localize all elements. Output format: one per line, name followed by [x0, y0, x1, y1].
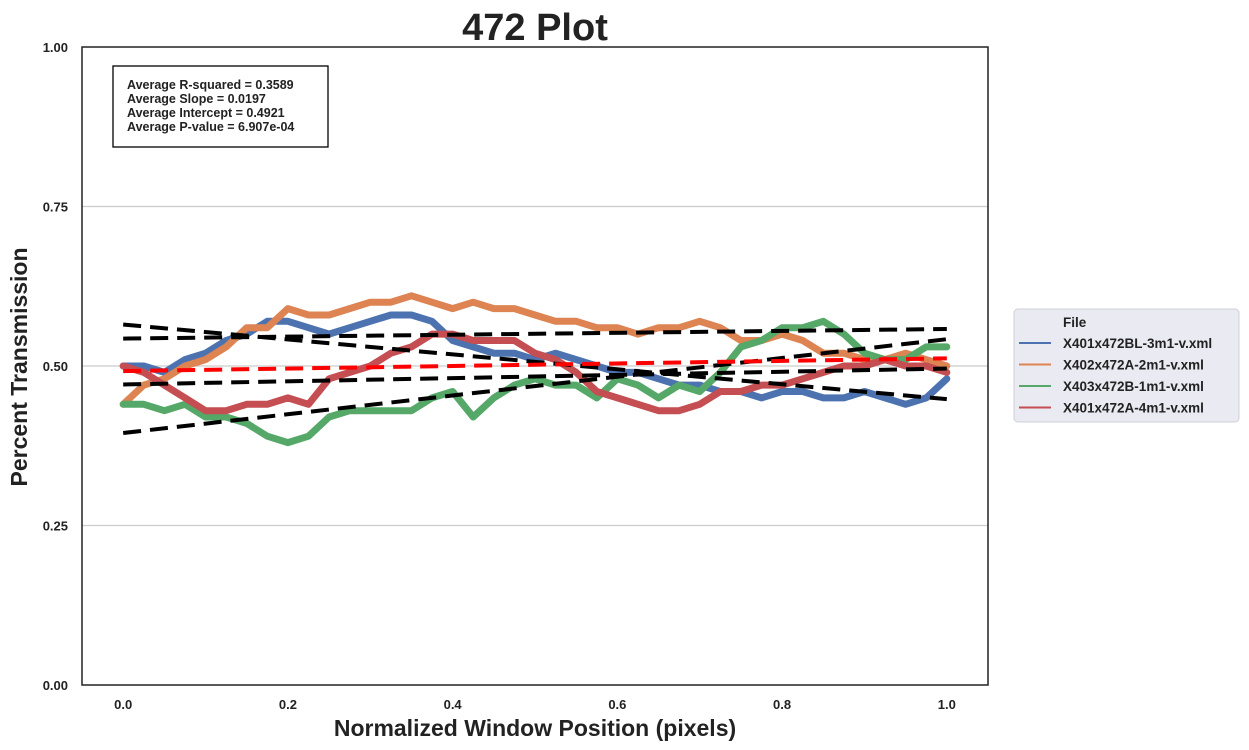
y-axis-label: Percent Transmission [6, 247, 32, 486]
y-tick-label: 0.75 [43, 200, 68, 215]
series-line-3 [119, 317, 951, 447]
legend-entries: X401x472BL-3m1-v.xml X402x472A-2m1-v.xml X… [1019, 336, 1212, 416]
stats-p-value: Average P-value = 6.907e-04 [127, 120, 294, 134]
x-axis-ticks: 0.0 0.2 0.4 0.6 0.8 1.0 [114, 697, 956, 712]
plot-frame [81, 46, 989, 686]
y-tick-label: 0.25 [43, 519, 68, 534]
chart-title: 472 Plot [462, 7, 608, 49]
fit-lines-layer [122, 322, 948, 435]
fit-line-2 [123, 326, 947, 341]
legend-label-1: X401x472BL-3m1-v.xml [1063, 336, 1212, 351]
fit-line-4 [122, 337, 948, 435]
y-tick-label: 1.00 [43, 40, 68, 55]
series-line-4 [119, 330, 951, 415]
x-tick-label: 0.4 [444, 697, 463, 712]
x-axis-label: Normalized Window Position (pixels) [334, 715, 736, 741]
average-fit-line [123, 356, 947, 374]
x-tick-label: 0.2 [279, 697, 297, 712]
series-line-2 [119, 292, 951, 408]
stats-box-frame [112, 65, 329, 148]
legend-label-2: X402x472A-2m1-v.xml [1063, 358, 1204, 373]
y-tick-label: 0.00 [43, 678, 68, 693]
stats-r-squared: Average R-squared = 0.3589 [127, 78, 294, 92]
x-tick-label: 0.0 [114, 697, 132, 712]
x-tick-label: 0.8 [773, 697, 791, 712]
stats-box: Average R-squared = 0.3589 Average Slope… [112, 65, 329, 148]
stats-intercept: Average Intercept = 0.4921 [127, 106, 285, 120]
x-tick-label: 0.6 [608, 697, 626, 712]
x-tick-label: 1.0 [938, 697, 956, 712]
fit-line-3 [123, 366, 947, 387]
stats-slope: Average Slope = 0.0197 [127, 92, 266, 106]
legend: File X401x472BL-3m1-v.xml X402x472A-2m1-v… [1013, 308, 1240, 423]
legend-title: File [1063, 315, 1087, 330]
series-layer [119, 292, 951, 447]
y-axis-ticks: 0.00 0.25 0.50 0.75 1.00 [43, 40, 68, 693]
legend-label-3: X403x472B-1m1-v.xml [1063, 379, 1204, 394]
y-tick-label: 0.50 [43, 359, 68, 374]
legend-frame [1013, 308, 1240, 423]
legend-label-4: X401x472A-4m1-v.xml [1063, 401, 1204, 416]
